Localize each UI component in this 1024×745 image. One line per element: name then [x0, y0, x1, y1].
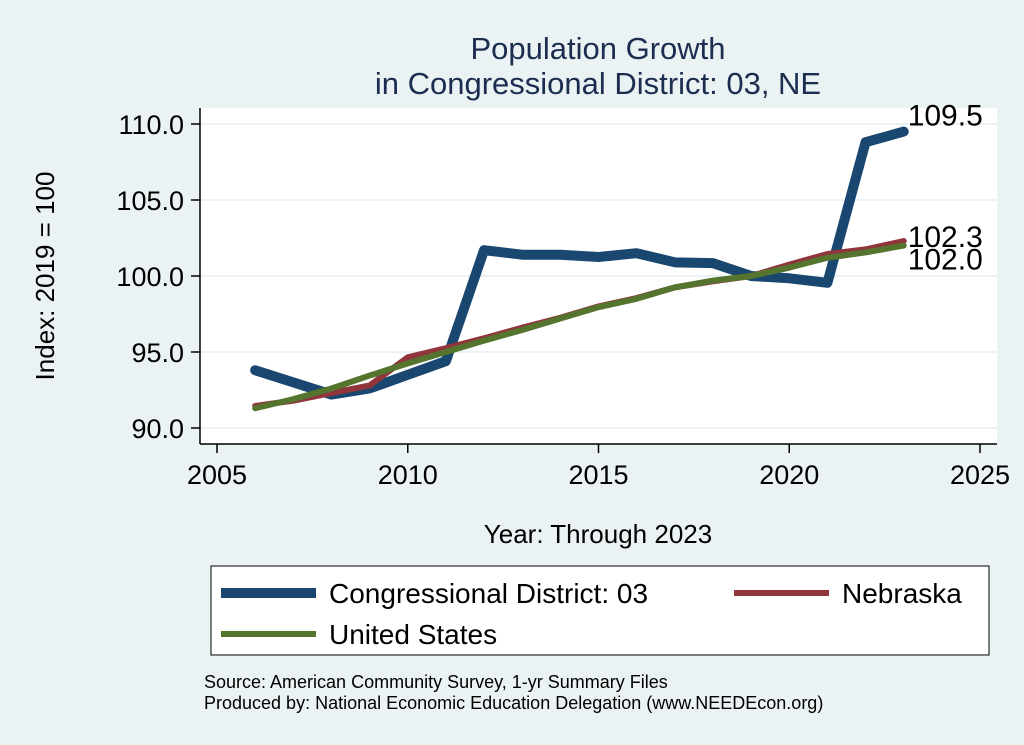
- y-tick-label: 110.0: [118, 110, 184, 140]
- x-tick-label: 2020: [759, 460, 819, 490]
- end-label: 109.5: [908, 100, 983, 133]
- producer-note: Produced by: National Economic Education…: [204, 693, 823, 713]
- legend-label: United States: [329, 619, 497, 650]
- chart-title: Population Growth: [470, 31, 725, 66]
- x-tick-label: 2005: [187, 460, 247, 490]
- end-label: 102.3: [908, 221, 983, 254]
- y-tick-label: 100.0: [116, 262, 184, 292]
- y-axis-title: Index: 2019 = 100: [30, 172, 60, 381]
- source-note: Source: American Community Survey, 1-yr …: [204, 672, 668, 692]
- legend-items: Congressional District: 03 Nebraska United…: [221, 578, 962, 650]
- y-tick-label: 90.0: [131, 414, 184, 444]
- x-axis-title: Year: Through 2023: [484, 519, 712, 549]
- gridlines: [201, 123, 997, 429]
- series-lines: [250, 126, 909, 412]
- end-label: 102.0: [908, 244, 983, 277]
- series-line-united-states: [252, 242, 907, 412]
- legend-label: Congressional District: 03: [329, 578, 648, 609]
- legend-label: Nebraska: [842, 578, 962, 609]
- y-tick-label: 95.0: [131, 338, 184, 368]
- legend: [210, 565, 990, 656]
- x-tick-label: 2025: [950, 460, 1010, 490]
- x-tick-label: 2010: [378, 460, 438, 490]
- chart-subtitle: in Congressional District: 03, NE: [375, 66, 821, 101]
- x-tick-label: 2015: [568, 460, 628, 490]
- y-axis-ticks: 90.0 95.0 100.0 105.0 110.0: [116, 110, 200, 444]
- x-axis-ticks: 2005 2010 2015 2020 2025: [187, 444, 1010, 490]
- y-tick-label: 105.0: [116, 186, 184, 216]
